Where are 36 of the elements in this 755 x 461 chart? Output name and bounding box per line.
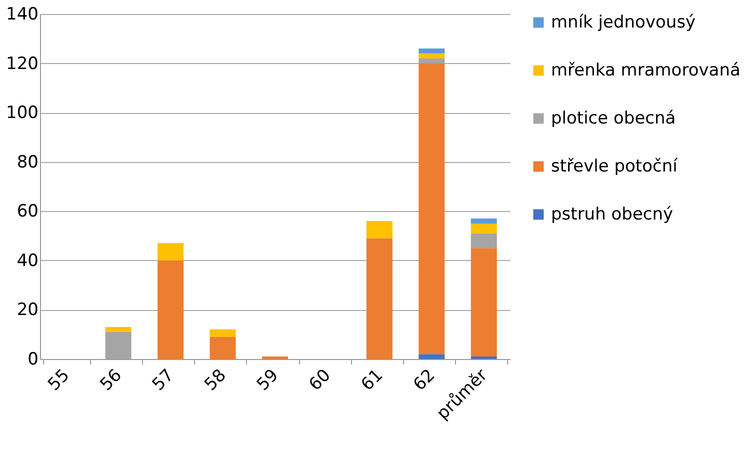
x-tick-label: 60 (305, 365, 335, 395)
bar (105, 326, 132, 332)
bar (366, 238, 392, 359)
bar (470, 233, 497, 248)
legend-label: plotice obecná (551, 108, 676, 128)
bar (418, 53, 445, 58)
y-tick-label: 20 (16, 300, 38, 320)
bar (158, 243, 184, 260)
y-tick-label: 40 (16, 250, 38, 271)
legend-label: mník jednovousý (551, 12, 696, 32)
bar (210, 329, 236, 337)
y-tick-label: 120 (6, 54, 38, 74)
bar (366, 221, 392, 238)
legend-label: mřenka mramorovaná (551, 60, 740, 80)
y-tick-label: 80 (16, 152, 38, 172)
x-tick-label: 58 (200, 365, 230, 395)
legend-label: střevle potoční (551, 156, 679, 176)
y-tick-label: 140 (6, 4, 38, 24)
bar (470, 248, 497, 357)
x-tick-label: 61 (358, 365, 388, 395)
bar (158, 260, 184, 359)
y-tick-label: 100 (6, 103, 38, 124)
bar (210, 336, 236, 359)
y-tick-label: 0 (28, 350, 38, 370)
bar (418, 354, 445, 359)
x-tick-label: 57 (148, 365, 178, 395)
x-tick-label: 59 (253, 365, 283, 395)
x-tick-label: 56 (96, 365, 126, 395)
bar (470, 218, 497, 224)
bar (418, 48, 445, 54)
bar (470, 223, 497, 234)
y-tick-label: 60 (16, 202, 38, 222)
bar (418, 63, 445, 354)
x-tick-label: 62 (410, 365, 440, 395)
x-tick-label: 55 (44, 365, 74, 395)
legend-label: pstruh obecný (551, 204, 674, 224)
